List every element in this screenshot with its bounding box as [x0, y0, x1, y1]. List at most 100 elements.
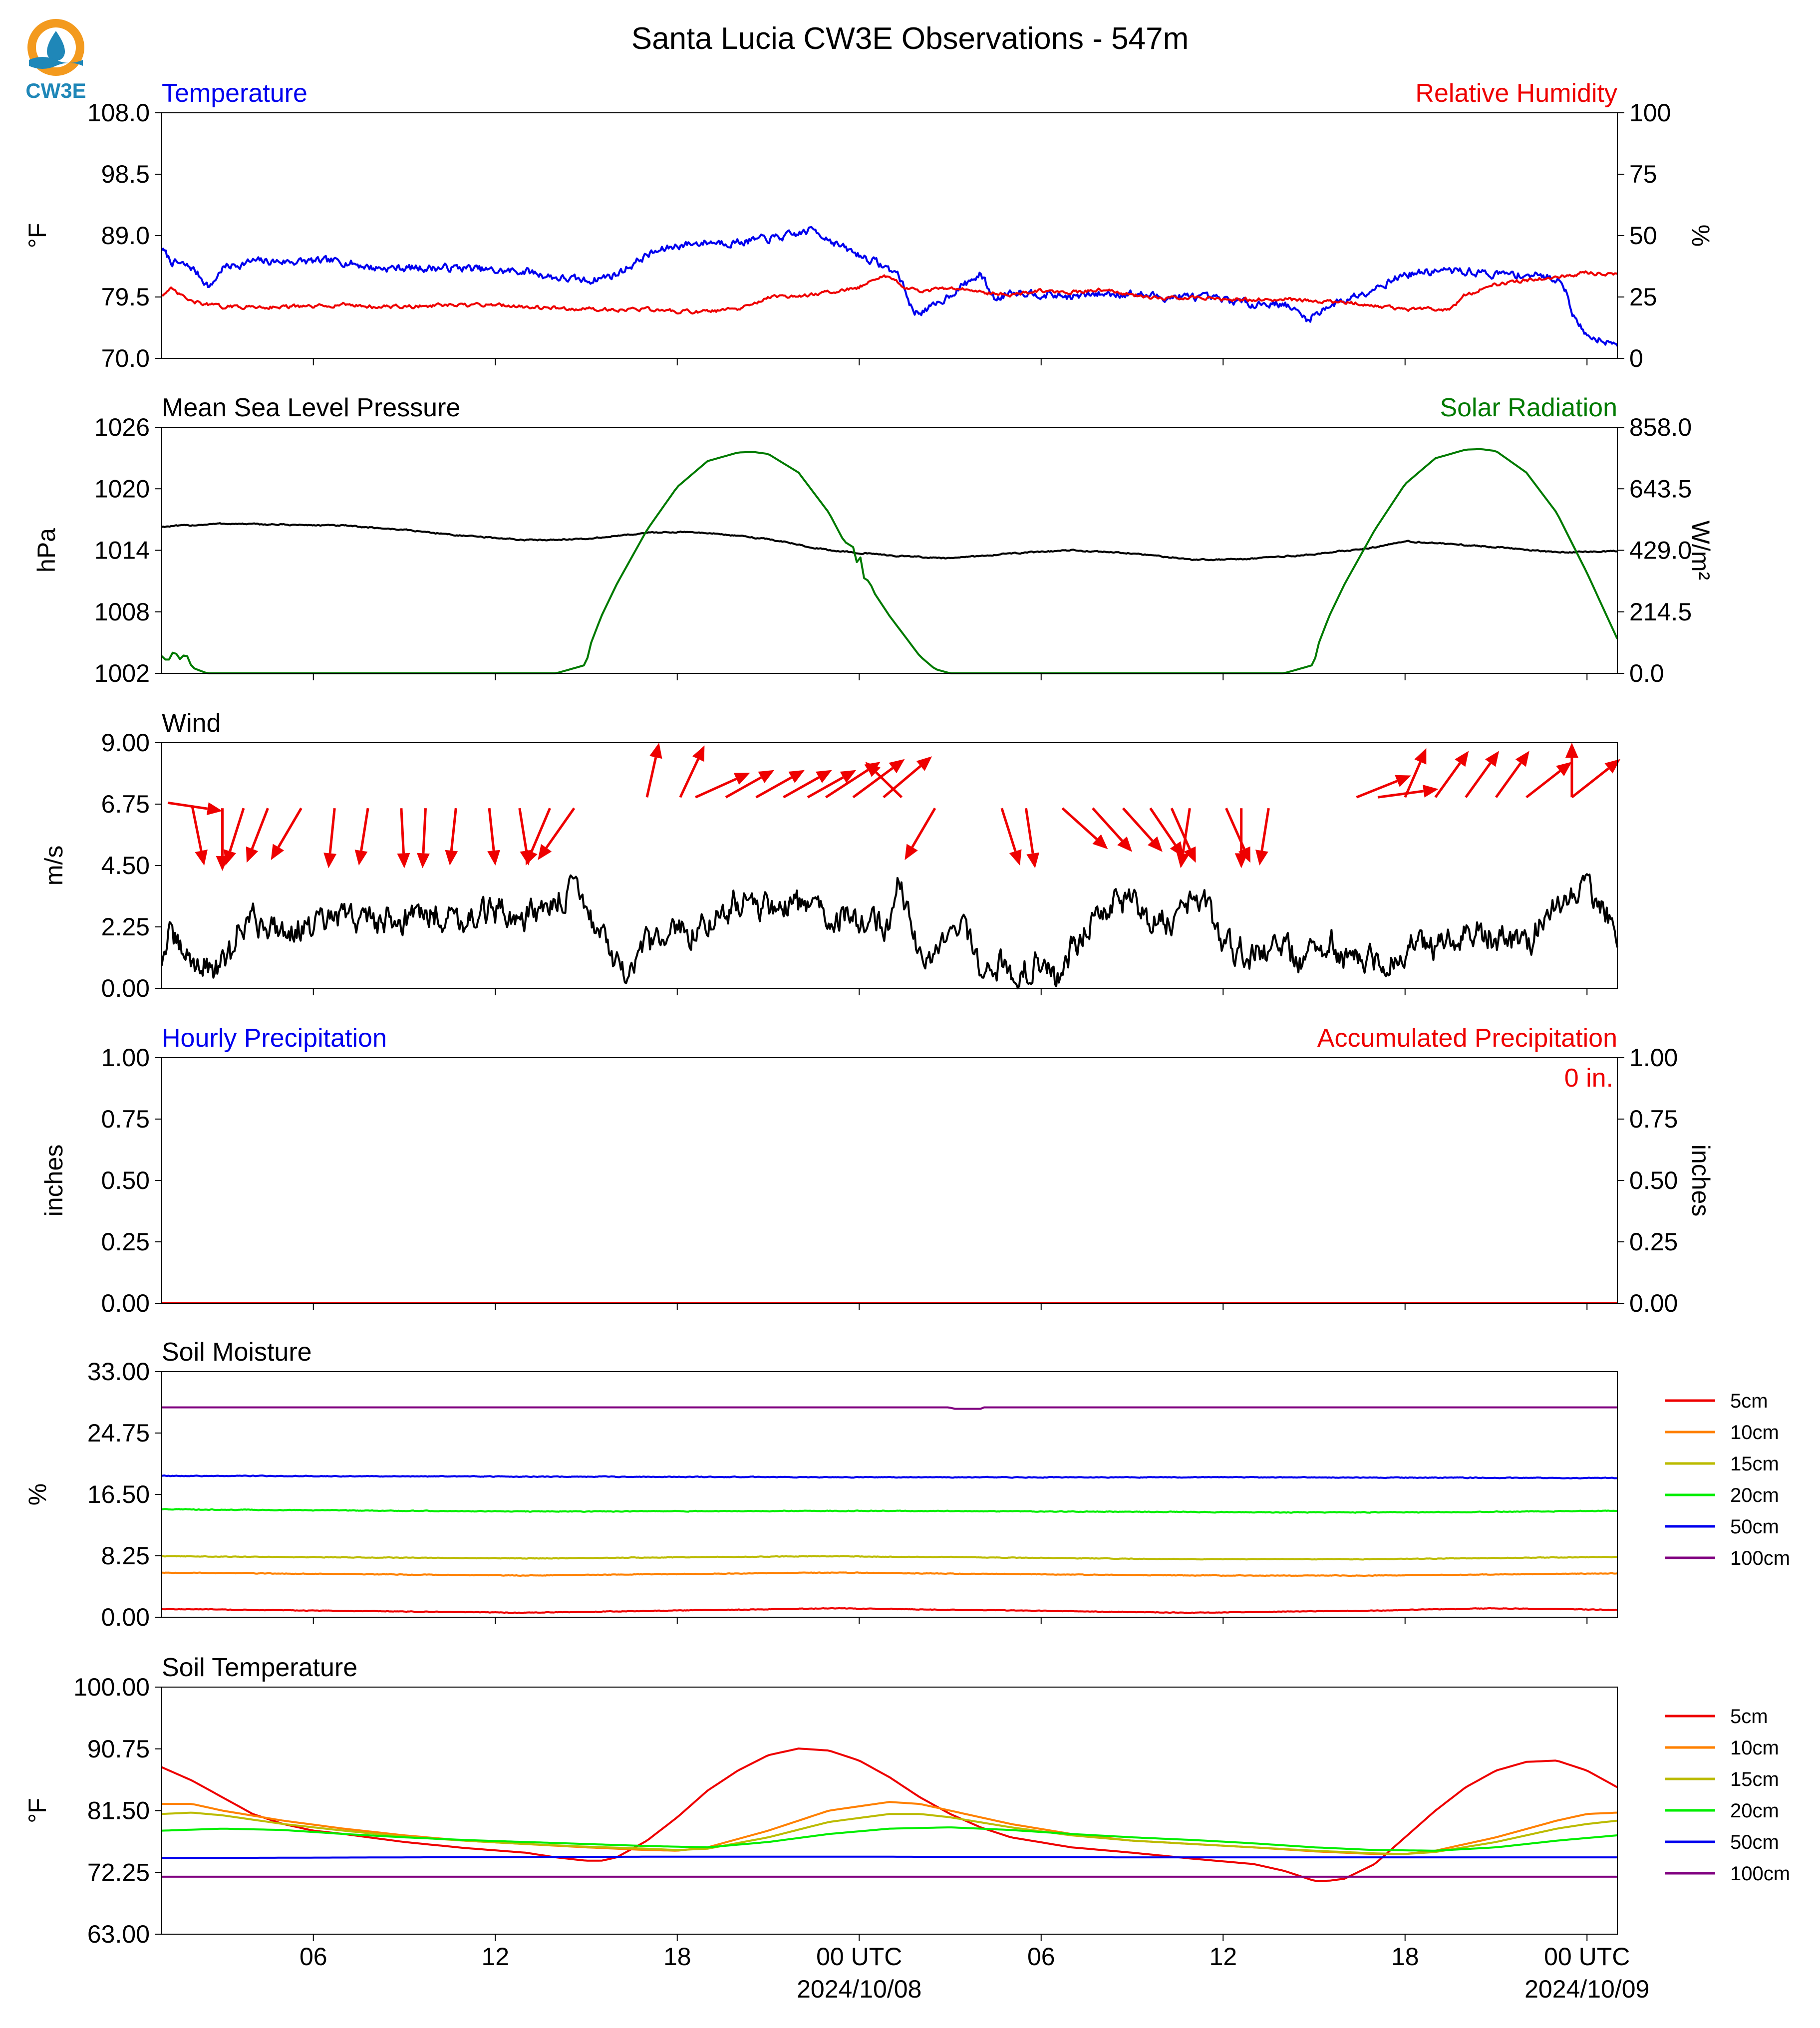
wind-arrow-shaft: [1000, 808, 1017, 852]
series-line-5cm: [161, 1747, 1618, 1882]
wind-arrow-shaft: [191, 805, 203, 852]
wind-arrow-head: [195, 850, 208, 866]
y-tick-label-left: 81.50: [87, 1797, 150, 1825]
wind-arrow-head: [538, 844, 552, 861]
y-tick-label-left: 63.00: [87, 1920, 150, 1948]
wind-arrow-head: [1455, 751, 1469, 767]
panel-title-right: Relative Humidity: [1415, 79, 1617, 108]
wind-arrow-shaft: [422, 808, 427, 854]
y-tick-label-left: 33.00: [87, 1358, 150, 1386]
y-tick-label-left: 1026: [94, 413, 150, 441]
y-tick-label-left: 100.00: [73, 1673, 150, 1701]
wind-arrow-head: [865, 762, 881, 777]
wind-arrow-head: [758, 770, 775, 783]
wind-arrows: [167, 743, 1621, 871]
wind-arrow-head: [649, 743, 662, 759]
wind-arrow-shaft: [1356, 780, 1398, 799]
wind-arrow-shaft: [1404, 761, 1422, 798]
y-tick-label-right: 858.0: [1629, 413, 1692, 441]
wind-arrow-shaft: [251, 808, 269, 850]
y-tick-label-left: 24.75: [87, 1419, 150, 1447]
x-tick-label: 06: [1027, 1943, 1055, 1971]
y-tick-label-left: 98.5: [101, 160, 150, 188]
panels: Temperature Relative Humidity 108.0 98.5 89.…: [23, 79, 1790, 1948]
y-tick-label-right: 0.00: [1629, 1289, 1678, 1317]
wind-arrow-shaft: [1061, 807, 1098, 840]
wind-arrow-head: [271, 844, 285, 861]
wind-arrow-head: [1556, 762, 1572, 776]
y-tick-label-left: 1008: [94, 598, 150, 626]
wind-arrow-head: [1255, 850, 1268, 866]
wind-arrow-shaft: [1434, 762, 1461, 798]
legend: 5cm 10cm 15cm 20cm 50cm 100cm: [1665, 1706, 1790, 1885]
wind-arrow-head: [417, 853, 430, 869]
wind-arrow-shaft: [488, 808, 495, 851]
y-tick-label-left: 16.50: [87, 1480, 150, 1508]
series-line-50cm: [161, 1474, 1618, 1479]
wind-arrow-head: [1026, 852, 1039, 869]
wind-arrow-shaft: [530, 808, 551, 853]
x-tick-label: 12: [481, 1943, 509, 1971]
y-tick-label-left: 6.75: [101, 790, 150, 818]
panel-soil_temperature: Soil Temperature 100.00 90.75 81.50 72.25 63.…: [23, 1653, 1790, 1948]
wind-arrow-head: [206, 802, 223, 816]
figure-title: Santa Lucia CW3E Observations - 547m: [631, 21, 1189, 56]
y-tick-label-right: 25: [1629, 283, 1657, 311]
x-tick-label: 12: [1209, 1943, 1237, 1971]
wind-arrow-head: [1176, 852, 1190, 869]
y-tick-label-right: 643.5: [1629, 475, 1692, 503]
y-axis-label-left: %: [23, 1483, 51, 1505]
y-axis-label-right: W/m²: [1687, 521, 1715, 580]
y-axis-label-left: hPa: [32, 528, 60, 573]
wind-arrow-shaft: [1571, 767, 1610, 799]
series-line-20cm: [161, 1508, 1618, 1514]
panel-wind: Wind 9.00 6.75 4.50 2.25 0.00 m/s: [40, 709, 1621, 1002]
y-tick-label-left: 0.25: [101, 1228, 150, 1256]
legend-label: 50cm: [1730, 1516, 1779, 1538]
legend-label: 15cm: [1730, 1768, 1779, 1790]
y-axis-label-left: °F: [23, 1798, 51, 1823]
y-tick-label-left: 9.00: [101, 729, 150, 757]
panel-temp_rh: Temperature Relative Humidity 108.0 98.5 89.…: [23, 79, 1715, 372]
legend-label: 15cm: [1730, 1453, 1779, 1475]
series-line-100cm: [162, 1406, 1617, 1410]
wind-arrow-head: [788, 770, 805, 783]
wind-arrow-shaft: [1024, 808, 1034, 854]
series-line-15cm: [162, 1555, 1618, 1561]
x-tick-label: 06: [300, 1943, 327, 1971]
wind-arrow-head: [1414, 748, 1427, 765]
series-line-50cm: [162, 1855, 1617, 1859]
panel-title-right: Solar Radiation: [1440, 393, 1617, 422]
wind-arrow-head: [1117, 836, 1132, 852]
wind-arrow-shaft: [679, 758, 699, 798]
wind-arrow-head: [1423, 785, 1439, 798]
wind-arrow-shaft: [825, 769, 869, 799]
wind-arrow-shaft: [277, 807, 303, 848]
wind-arrow-shaft: [1092, 807, 1123, 842]
y-tick-label-left: 70.0: [101, 344, 150, 372]
logo-text: CW3E: [25, 79, 86, 102]
y-tick-label-left: 0.00: [101, 1289, 150, 1317]
y-tick-label-left: 0.00: [101, 1603, 150, 1631]
legend-label: 5cm: [1730, 1706, 1768, 1728]
cw3e-logo: CW3E: [25, 19, 86, 102]
panel-title-left: Wind: [162, 709, 221, 738]
logo-wave-icon: [29, 57, 83, 69]
x-tick-label: 18: [663, 1943, 691, 1971]
wind-arrow-shaft: [807, 776, 844, 799]
y-tick-label-left: 1020: [94, 475, 150, 503]
y-tick-label-right: 0: [1629, 344, 1643, 372]
y-tick-label-left: 72.25: [87, 1858, 150, 1886]
wind-arrow-head: [1565, 743, 1578, 758]
logo-drop-icon: [47, 31, 65, 61]
wind-arrow-shaft: [1525, 770, 1561, 799]
y-axis-label-right: inches: [1687, 1145, 1715, 1217]
wind-arrow-head: [1395, 775, 1411, 787]
wind-arrow-shaft: [1377, 790, 1424, 799]
wind-arrow-head: [1184, 846, 1196, 863]
wind-arrow-head: [445, 850, 458, 866]
wind-arrow-shaft: [545, 807, 576, 849]
panel-title-left: Hourly Precipitation: [162, 1024, 387, 1053]
